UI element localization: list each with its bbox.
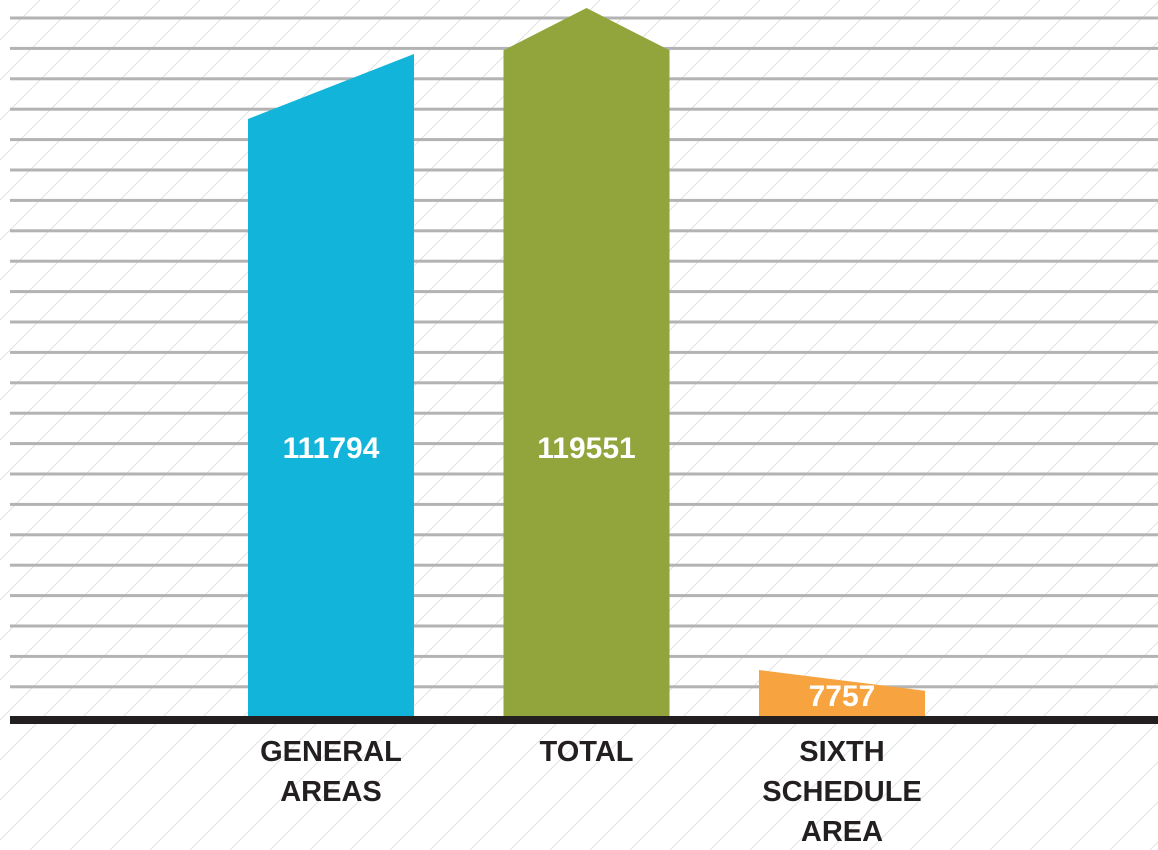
- value-label: 7757: [809, 680, 876, 713]
- value-label: 119551: [537, 432, 635, 465]
- bar: [503, 8, 670, 716]
- bar: [248, 53, 414, 717]
- bar: [759, 670, 925, 716]
- category-label: TOTAL: [539, 736, 634, 768]
- category-label: SIXTH SCHEDULE AREA: [762, 736, 922, 848]
- baseline: [10, 716, 1158, 724]
- category-label: GENERAL AREAS: [260, 736, 402, 808]
- value-label: 111794: [283, 432, 380, 465]
